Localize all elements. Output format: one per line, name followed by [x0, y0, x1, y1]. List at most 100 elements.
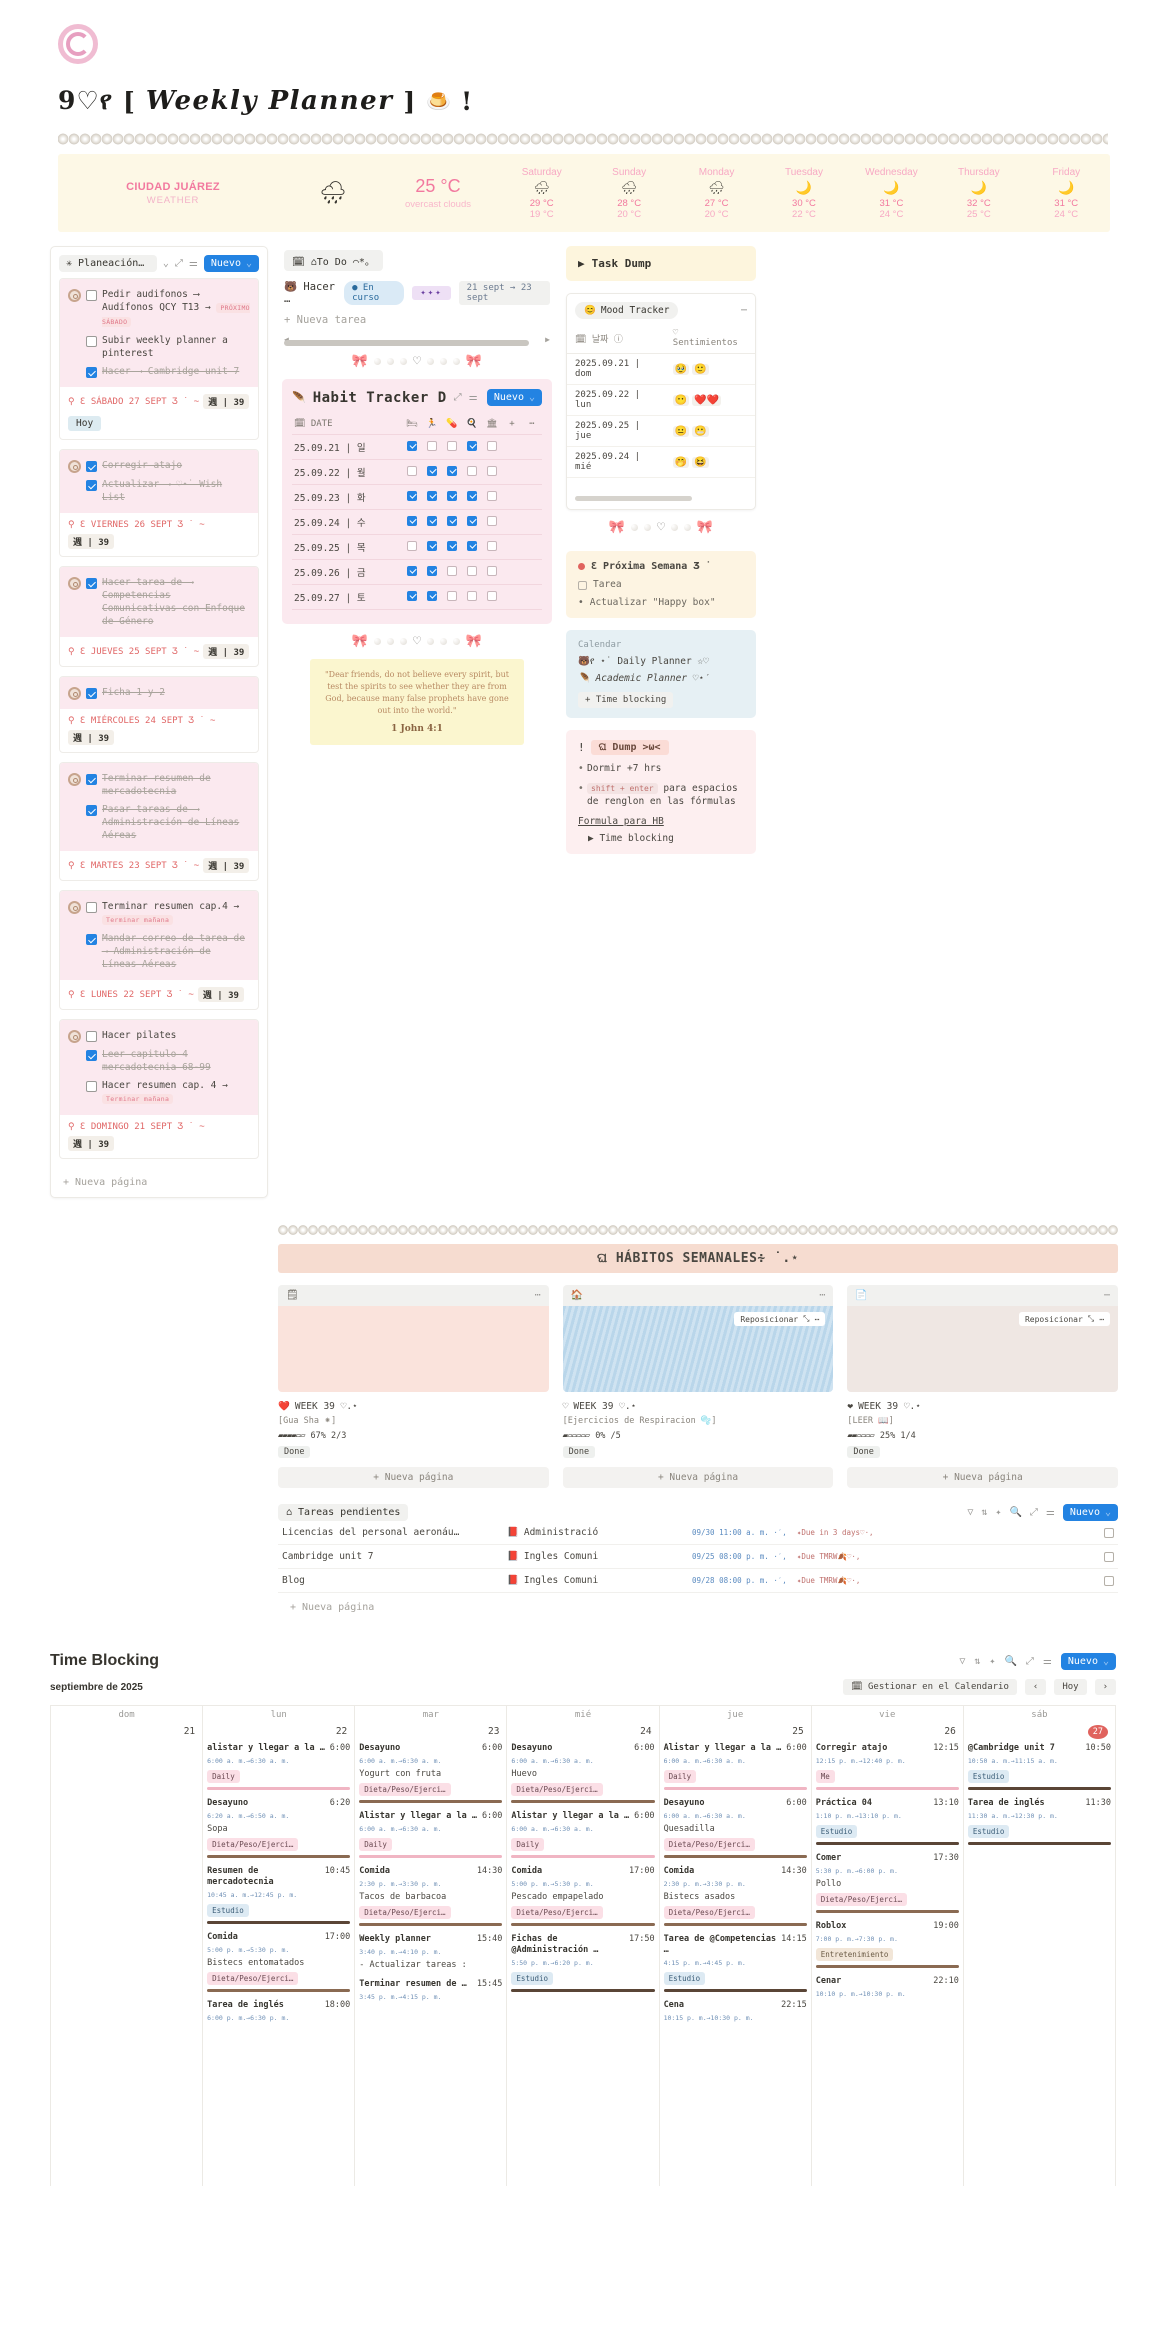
habit-cell[interactable]: [482, 559, 502, 585]
planner-task-row[interactable]: Hacer tarea de ⟶ Competencias Comunicati…: [68, 576, 250, 628]
habit-checkbox[interactable]: [467, 490, 477, 501]
habit-checkbox[interactable]: [467, 515, 477, 526]
habito-card[interactable]: 🗒 ⋯ ❤️ WEEK 39 ♡.⋆ [Gua Sha ⁕] ▰▰▰▰▱▱ 67…: [278, 1285, 549, 1488]
habit-cell[interactable]: [442, 434, 462, 460]
habit-row[interactable]: 25.09.25 | 목: [292, 534, 542, 560]
next-week-button[interactable]: ›: [1094, 1679, 1116, 1695]
calendar-event[interactable]: Alistar y llegar a la … 6:00 6:00 a. m.→…: [359, 1811, 503, 1858]
planner-day-card[interactable]: Ficha 1 y 2 ⚲ Ɛ MIÉRCOLES 24 SEPT Ʒ ˙ ~ …: [59, 676, 259, 753]
mood-col-date[interactable]: 🗓 날짜 ⓘ: [567, 323, 665, 354]
more-options-icon[interactable]: ⋯: [819, 1290, 826, 1301]
task-checkbox[interactable]: [86, 336, 97, 347]
today-button[interactable]: Hoy: [1054, 1679, 1087, 1695]
mood-row[interactable]: 2025.09.24 | mié 🤭 😆: [567, 446, 755, 478]
calendar-event[interactable]: Desayuno 6:00 6:00 a. m.→6:30 a. m. Huev…: [511, 1743, 655, 1803]
habit-checkbox[interactable]: [487, 540, 497, 551]
new-button-chevron-icon[interactable]: ⌄: [245, 258, 252, 269]
mood-col-feelings[interactable]: ♡ Sentimientos: [664, 323, 755, 354]
task-checkbox[interactable]: [86, 290, 97, 301]
planner-day-card[interactable]: Pedir audifonos ⟶ Audífonos QCY T13 → PR…: [59, 278, 259, 440]
planner-task-row[interactable]: Mandar correo de tarea de ⟶ Administraci…: [68, 932, 250, 971]
planner-day-card[interactable]: Terminar resumen de mercadotecnia Pasar …: [59, 762, 259, 881]
habit-cell[interactable]: [482, 434, 502, 460]
calendar-event[interactable]: Desayuno 6:00 6:00 a. m.→6:30 a. m. Ques…: [663, 1798, 807, 1858]
habit-cell[interactable]: [442, 459, 462, 485]
habit-checkbox[interactable]: [407, 590, 417, 601]
mood-tracker-pill[interactable]: 😊 Mood Tracker: [575, 302, 679, 319]
tareas-pendientes-chip[interactable]: ⌂ Tareas pendientes: [278, 1504, 409, 1521]
task-checkbox[interactable]: [86, 902, 97, 913]
habit-cell[interactable]: [462, 459, 482, 485]
planner-day-card[interactable]: Hacer pilates Leer capitulo 4 mercadotec…: [59, 1019, 259, 1159]
planner-task-row[interactable]: Actualizar ⟶ ♡⋆˙ Wish List: [68, 478, 250, 504]
habit-cell[interactable]: [442, 484, 462, 510]
planner-task-row[interactable]: Leer capitulo 4 mercadotecnia 68-99: [68, 1048, 250, 1074]
habit-checkbox[interactable]: [427, 590, 437, 601]
prev-week-button[interactable]: ‹: [1024, 1679, 1047, 1695]
automation-icon[interactable]: ✦: [995, 1507, 1002, 1518]
calendar-event[interactable]: Terminar resumen de … 15:45 3:45 p. m.→4…: [359, 1979, 502, 2003]
chevron-down-icon[interactable]: ⌄: [162, 258, 169, 269]
habit-checkbox[interactable]: [407, 565, 417, 576]
habit-checkbox[interactable]: [447, 515, 457, 526]
habit-checkbox[interactable]: [447, 465, 457, 476]
habit-col-icon[interactable]: ⋯: [522, 414, 542, 435]
habit-checkbox[interactable]: [407, 490, 417, 501]
habit-col-icon[interactable]: 🛏: [402, 414, 422, 435]
habit-row[interactable]: 25.09.27 | 토: [292, 584, 542, 610]
habit-col-icon[interactable]: +: [502, 414, 522, 435]
mood-row[interactable]: 2025.09.21 | dom 🥹 🙂: [567, 353, 755, 385]
more-options-icon[interactable]: ⋯: [1103, 1290, 1111, 1301]
habit-cell[interactable]: [402, 534, 422, 560]
calendar-event[interactable]: Cena 22:15 10:15 p. m.→10:30 p. m.: [664, 2000, 807, 2024]
habit-cell[interactable]: [402, 559, 422, 585]
calendar-event[interactable]: Fichas de @Administración … 17:50 5:50 p…: [511, 1934, 655, 1992]
habit-checkbox[interactable]: [407, 440, 417, 451]
pendiente-checkbox[interactable]: [1104, 1527, 1114, 1538]
calendar-event[interactable]: Comer 17:30 5:30 p. m.→6:00 p. m. Pollo …: [815, 1853, 959, 1913]
habit-cell[interactable]: [482, 509, 502, 535]
scroll-right-icon[interactable]: ▶: [545, 335, 550, 344]
mood-scrollbar[interactable]: [575, 496, 692, 501]
todo-new-task[interactable]: + Nueva tarea: [284, 314, 367, 326]
filter-settings-icon[interactable]: ⚌: [468, 392, 478, 403]
task-dump-toggle[interactable]: ▶ Task Dump: [566, 246, 756, 281]
habit-checkbox[interactable]: [467, 590, 477, 601]
habit-cell[interactable]: [482, 534, 502, 560]
task-checkbox[interactable]: [86, 805, 97, 816]
calendar-event[interactable]: Comida 14:30 2:30 p. m.→3:30 p. m. Biste…: [663, 1866, 807, 1926]
habito-new-page[interactable]: + Nueva página: [562, 1467, 834, 1488]
habit-cell[interactable]: [462, 559, 482, 585]
habit-cell-empty[interactable]: [502, 484, 522, 510]
habit-checkbox[interactable]: [447, 590, 457, 601]
reposition-button[interactable]: Reposicionar ⤡ ⋯: [1018, 1312, 1111, 1326]
habit-col-icon[interactable]: 🏛: [482, 414, 502, 435]
habit-checkbox[interactable]: [427, 565, 437, 576]
habit-cell[interactable]: [482, 584, 502, 610]
calendar-day-number[interactable]: 21: [183, 1726, 196, 1737]
chevron-down-icon[interactable]: ⌄: [528, 392, 535, 403]
habit-cell[interactable]: [422, 534, 442, 560]
calendar-event[interactable]: alistar y llegar a la … 6:00 6:00 a. m.→…: [207, 1743, 351, 1790]
proxima-bullet-item[interactable]: • Actualizar "Happy box": [578, 597, 744, 608]
habito-new-page[interactable]: + Nueva página: [847, 1467, 1119, 1488]
habit-cell[interactable]: [422, 484, 442, 510]
habit-cell[interactable]: [402, 434, 422, 460]
habit-cell[interactable]: [462, 534, 482, 560]
expand-icon[interactable]: ⤢: [1029, 1507, 1038, 1518]
calendar-event[interactable]: Weekly planner 15:40 3:40 p. m.→4:10 p. …: [359, 1934, 502, 1971]
chevron-down-icon[interactable]: ⌄: [1102, 1655, 1109, 1667]
habit-cell[interactable]: [442, 584, 462, 610]
habit-cell[interactable]: [422, 434, 442, 460]
reposition-button[interactable]: Reposicionar ⤡ ⋯: [734, 1312, 826, 1326]
task-checkbox[interactable]: [86, 461, 97, 472]
new-button[interactable]: Nuevo ⌄: [203, 255, 259, 272]
calendar-day-number[interactable]: 22: [335, 1726, 348, 1737]
toggle-arrow-icon[interactable]: ▶: [578, 257, 585, 270]
habit-cell[interactable]: [442, 509, 462, 535]
automation-icon[interactable]: ✦: [989, 1655, 996, 1667]
habit-col-date[interactable]: 🗓 DATE: [292, 414, 402, 435]
filter-icon[interactable]: ▽: [959, 1655, 966, 1667]
todo-status-badge[interactable]: ● En curso: [344, 280, 405, 305]
planner-task-row[interactable]: Hacer pilates: [68, 1029, 250, 1043]
